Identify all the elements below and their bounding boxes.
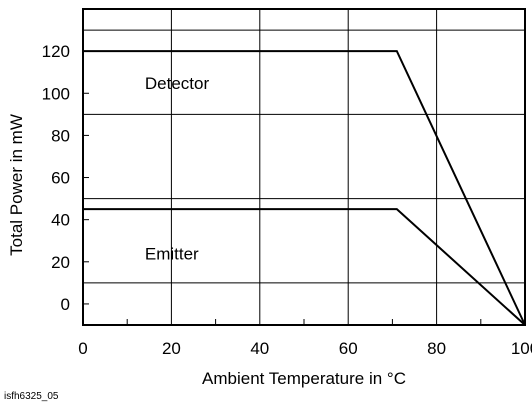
- x-tick-label: 20: [162, 339, 181, 358]
- x-tick-labels: 0 20 40 60 80 100: [78, 339, 532, 358]
- y-tick-label: 100: [42, 84, 70, 103]
- series-labels: Detector Emitter: [145, 74, 210, 264]
- series-line-emitter: [83, 208, 526, 326]
- y-tick-label: 20: [51, 253, 70, 272]
- y-axis-title: Total Power in mW: [7, 114, 26, 256]
- x-axis-title: Ambient Temperature in °C: [202, 369, 406, 388]
- grid-lines: [83, 9, 525, 325]
- x-tick-label: 60: [339, 339, 358, 358]
- y-tick-label: 40: [51, 211, 70, 230]
- x-tick-label: 100: [511, 339, 532, 358]
- series-label-detector: Detector: [145, 74, 210, 93]
- figure-id: isfh6325_05: [4, 391, 59, 402]
- x-tick-label: 0: [78, 339, 87, 358]
- y-tick-label: 120: [42, 42, 70, 61]
- x-tick-label: 40: [250, 339, 269, 358]
- series-line-detector: [83, 50, 526, 326]
- minor-ticks: [83, 50, 482, 325]
- plot-frame: [82, 8, 526, 326]
- y-tick-labels: 0 20 40 60 80 100 120: [42, 42, 70, 314]
- x-tick-label: 80: [427, 339, 446, 358]
- series-label-emitter: Emitter: [145, 245, 199, 264]
- y-tick-label: 0: [61, 295, 70, 314]
- y-tick-label: 60: [51, 169, 70, 188]
- series-lines: [83, 50, 526, 326]
- y-tick-label: 80: [51, 126, 70, 145]
